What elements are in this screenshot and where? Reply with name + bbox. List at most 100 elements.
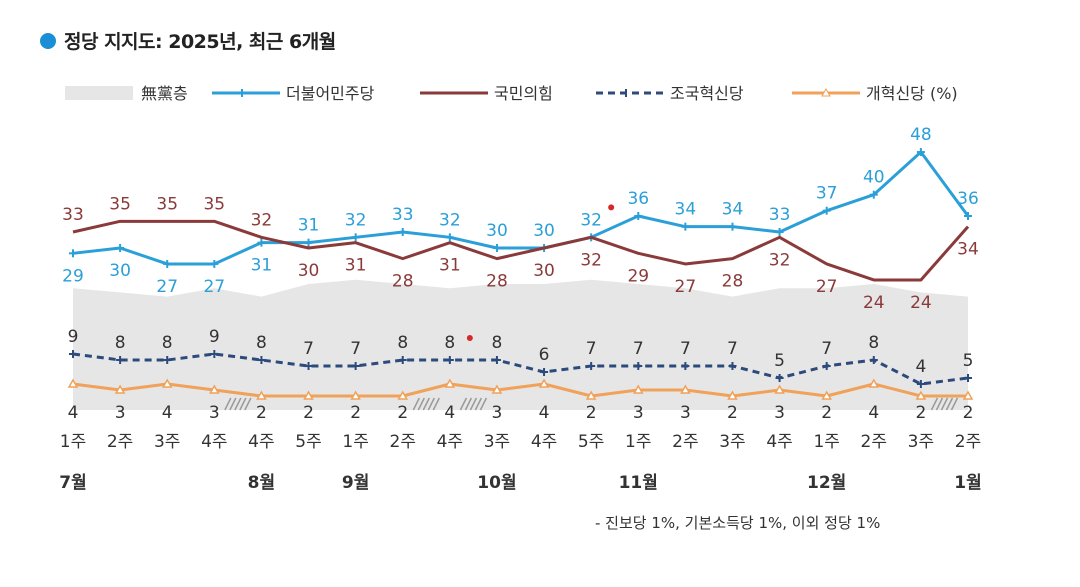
ppp-data-label: 32 [580,250,602,270]
reform-marker [350,390,361,400]
reform-data-label: 4 [868,403,879,423]
x-tick-label: 3주 [908,432,934,452]
democratic-data-label: 34 [722,200,744,220]
rebuild-data-label: 8 [162,333,173,353]
reform-data-label: 3 [633,403,644,423]
x-tick-label: 3주 [154,432,180,452]
x-tick-label: 2주 [955,432,981,452]
ppp-data-label: 31 [439,256,461,276]
ppp-data-label: 29 [627,266,649,286]
rebuild-data-label: 4 [915,357,926,377]
survey-gap-hatch [930,397,939,411]
x-tick-label: 1주 [625,432,651,452]
x-tick-label: 2주 [861,432,887,452]
legend-noparty-swatch [65,86,133,100]
rebuild-data-label: 7 [586,339,597,359]
x-tick-label: 3주 [719,432,745,452]
footnote: - 진보당 1%, 기본소득당 1%, 이외 정당 1% [595,514,881,532]
survey-gap-hatch [417,397,425,411]
ppp-data-label: 28 [392,272,414,292]
democratic-data-label: 27 [156,277,178,297]
rebuild-legend-label: 조국혁신당 [670,84,744,103]
democratic-data-label: 36 [627,189,649,209]
rebuild-data-label: 8 [444,333,455,353]
rebuild-data-label: 7 [821,339,832,359]
month-label: 11월 [619,473,658,493]
month-label: 10월 [477,473,516,493]
survey-gap-hatch [464,397,473,411]
reform-data-label: 2 [821,403,832,423]
reform-legend-marker [821,87,831,97]
survey-gap-hatch [422,397,430,411]
democratic-data-label: 32 [345,210,367,230]
ppp-data-label: 32 [769,250,791,270]
reform-legend-label: 개혁신당 (%) [866,84,958,103]
reform-data-label: 3 [774,403,785,423]
rebuild-data-label: 8 [868,333,879,353]
ppp-data-label: 24 [863,293,885,313]
reform-data-label: 4 [162,403,173,423]
x-tick-label: 4주 [531,432,557,452]
month-label: 7월 [59,473,86,493]
survey-gap-hatch [432,397,440,411]
month-label: 8월 [248,473,275,493]
democratic-line [72,150,970,266]
ppp-data-label: 28 [722,272,744,292]
chart-title: 정당 지지도: 2025년, 최근 6개월 [40,27,336,54]
rebuild-data-label: 8 [492,333,503,353]
rebuild-data-label: 5 [774,351,785,371]
reform-marker [868,378,880,388]
x-tick-label: 4주 [201,432,227,452]
survey-gap-hatch [234,397,242,411]
x-tick-label: 2주 [107,432,133,452]
x-tick-label: 5주 [578,432,604,452]
reform-marker [538,378,550,388]
survey-gap-hatch [459,397,468,411]
ppp-data-label: 30 [533,261,555,281]
ppp-data-label: 33 [62,205,84,225]
reform-data-label: 2 [727,403,738,423]
reform-data-label: 3 [492,403,503,423]
survey-gap-hatch [229,397,237,411]
legend-noparty-label: 無黨층 [141,84,188,103]
rebuild-data-label: 8 [256,333,267,353]
democratic-data-label: 36 [957,189,979,209]
ppp-data-label: 28 [486,272,508,292]
x-tick-label: 1주 [813,432,839,452]
reform-data-label: 2 [350,403,361,423]
ppp-data-label: 32 [251,210,273,230]
rebuild-data-label: 7 [633,339,644,359]
month-label: 1월 [954,473,981,493]
reform-data-label: 3 [209,403,220,423]
reform-marker [774,384,785,394]
ppp-data-label: 27 [675,277,697,297]
survey-gap-hatch [950,397,959,411]
democratic-data-label: 32 [439,210,461,230]
rebuild-line [72,352,969,386]
democratic-data-label: 31 [251,256,273,276]
survey-gap-hatch [427,397,435,411]
survey-gap-hatch [945,397,954,411]
reform-marker [821,390,832,400]
rebuild-data-label: 5 [963,351,974,371]
ppp-data-label: 27 [816,277,838,297]
survey-gap-hatch [940,397,949,411]
reform-data-label: 2 [586,403,597,423]
reform-data-label: 3 [680,403,691,423]
x-tick-label: 2주 [672,432,698,452]
reform-data-label: 4 [68,403,79,423]
highlight-dot [466,335,473,341]
ppp-line [72,219,970,282]
reform-marker [67,378,79,388]
survey-gap-hatch [224,397,232,411]
ppp-data-label: 24 [910,293,932,313]
ppp-data-label: 35 [156,194,178,214]
rebuild-data-label: 9 [68,327,79,347]
rebuild-data-label: 6 [539,345,550,365]
rebuild-data-label: 7 [303,339,314,359]
reform-marker [915,390,927,400]
survey-gap-hatch [412,397,420,411]
democratic-data-label: 27 [203,277,225,297]
reform-data-label: 2 [915,403,926,423]
noparty-area [73,279,968,410]
